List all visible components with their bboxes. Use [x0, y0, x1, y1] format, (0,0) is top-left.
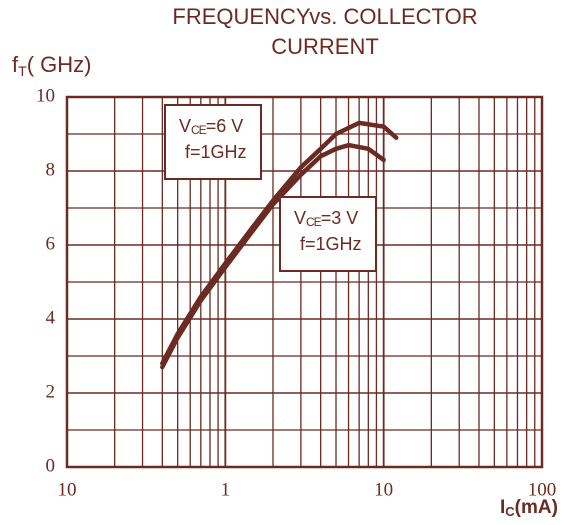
annotation-subscript: CE	[191, 123, 207, 137]
annotation-value: =3 V	[321, 208, 359, 228]
annotation-box	[164, 104, 262, 180]
y-tick-label: 8	[46, 159, 56, 180]
x-label-symbol: I	[500, 497, 505, 518]
annotation-text: VCE=3 V	[294, 208, 358, 229]
y-axis-label: fT( GHz)	[12, 52, 91, 79]
plot-frame	[65, 95, 544, 469]
annotation-symbol: V	[179, 116, 191, 136]
y-tick-label: 10	[36, 85, 55, 106]
x-axis-label: IC(mA)	[500, 497, 558, 519]
annotation-text: f=1GHz	[185, 142, 247, 162]
annotation-box	[279, 196, 377, 272]
chart-title: FREQUENCYvs. COLLECTOR	[172, 4, 477, 29]
annotation-text: f=1GHz	[300, 234, 362, 254]
x-label-unit: (mA)	[515, 497, 558, 518]
annotation-text: VCE=6 V	[179, 116, 243, 137]
y-label-unit: ( GHz)	[27, 52, 92, 77]
data-line	[160, 142, 386, 370]
y-label-subscript: T	[18, 63, 27, 79]
annotation-subscript: CE	[306, 215, 322, 229]
x-tick-label: 1	[221, 479, 231, 500]
y-label-symbol: f	[12, 52, 19, 77]
y-tick-label: 4	[46, 307, 56, 328]
y-tick-label: 0	[46, 455, 56, 476]
y-tick-label: 2	[46, 381, 56, 402]
x-label-subscript: C	[505, 504, 515, 519]
x-tick-label: 100	[528, 479, 557, 500]
y-tick-label: 6	[46, 233, 56, 254]
chart-title: CURRENT	[271, 34, 379, 59]
x-tick-label: 10	[374, 479, 393, 500]
x-tick-label: 10	[58, 479, 77, 500]
annotation-symbol: V	[294, 208, 306, 228]
annotation-value: =6 V	[206, 116, 244, 136]
